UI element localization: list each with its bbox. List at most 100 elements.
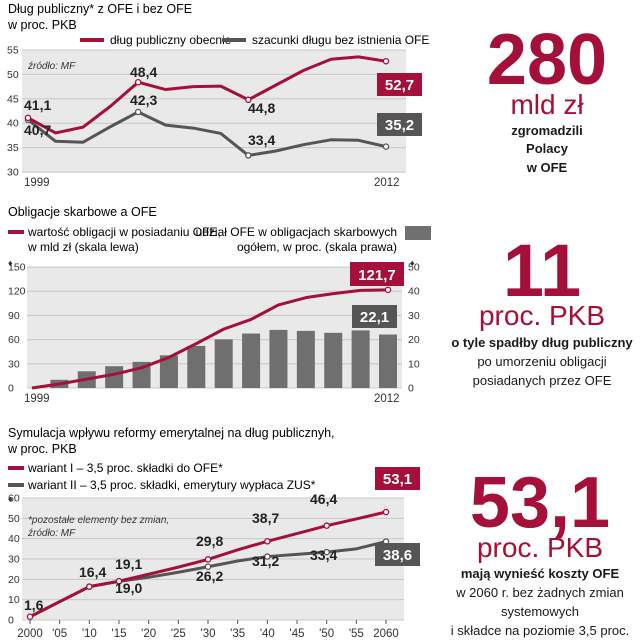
chart2-left-ytick: 150 [8, 262, 26, 274]
chart1-series-without-ofe-point [134, 108, 142, 116]
chart1-series-current-point [24, 114, 32, 122]
stat-block-11: 11 proc. PKB o tyle spadłby dług publicz… [451, 229, 633, 388]
chart3-series-variant1-point [264, 538, 271, 545]
chart3-xtick: '10 [82, 628, 97, 640]
chart2-bar [324, 332, 343, 388]
chart-bonds: Obligacje skarbowe a OFE wartość obligac… [8, 205, 431, 405]
chart1-label-40-7: 40,7 [24, 122, 51, 138]
chart2-right-ytick: 20 [408, 334, 420, 346]
chart3-endlabel-red-box [375, 467, 420, 490]
chart3-xtick: '20 [141, 628, 156, 640]
chart3-series-variant1-point [323, 522, 330, 529]
chart3-endlabel-gray: 38,6 [383, 547, 412, 564]
chart2-left-ytick: 0 [8, 383, 14, 395]
chart2-endlabel-gray: 22,1 [360, 309, 389, 326]
chart3-label-46-4: 46,4 [310, 491, 337, 507]
chart3-label-33-4: 33,4 [310, 547, 337, 563]
chart-simulation: Symulacja wpływu reformy emerytalnej na … [7, 426, 420, 640]
chart1-series-current-line [27, 55, 387, 135]
chart1-ytick: 30 [7, 167, 19, 179]
chart2-legend-swatch-bar [405, 226, 431, 240]
chart2-endlabel-red-box [350, 262, 404, 286]
chart3-xtick: '40 [260, 628, 275, 640]
chart3-xtick: '50 [319, 628, 334, 640]
chart2-right-axis-marker: ♦ [410, 258, 415, 268]
chart2-right-ytick: 50 [408, 262, 420, 274]
chart1-series-current-point [382, 57, 390, 65]
stat-53-desc-2: w 2060 r. bez żadnych zmian [455, 585, 624, 600]
chart3-xtick: '35 [230, 628, 245, 640]
chart3-ytick: 60 [8, 493, 20, 505]
chart3-ytick: 20 [8, 574, 20, 586]
chart3-series-variant1-point [86, 583, 93, 590]
chart2-bar [296, 330, 315, 388]
stat-53-unit: proc. PKB [477, 532, 603, 563]
chart3-xtick: '25 [171, 628, 186, 640]
chart2-right-ytick: 0 [408, 383, 414, 395]
chart1-label-42-3: 42,3 [130, 92, 157, 108]
chart2-bar [269, 329, 288, 388]
chart1-legend-without-ofe: szacunki długu bez istnienia OFE [252, 33, 429, 47]
chart2-left-axis-marker: ♦ [8, 258, 13, 268]
chart1-xtick-end: 2012 [374, 177, 400, 189]
chart1-series-without-ofe-point [382, 143, 390, 150]
chart3-axis-marker: ♦ [8, 494, 13, 504]
chart1-label-44-8: 44,8 [248, 100, 275, 116]
chart2-xtick-start: 1999 [24, 393, 50, 405]
chart2-right-ytick: 10 [408, 358, 420, 370]
chart2-xtick-end: 2012 [374, 393, 400, 405]
chart3-xtick: '30 [201, 628, 216, 640]
chart2-bar [242, 333, 261, 388]
chart3-label-38-7: 38,7 [252, 510, 279, 526]
chart1-ytick: 55 [7, 45, 19, 57]
chart2-legend-line-2: w mld zł (skala lewa) [27, 240, 139, 254]
chart1-legend-current: dług publiczny obecnie [110, 33, 232, 47]
chart3-ytick: 40 [8, 533, 20, 545]
chart2-legend-line-1: wartość obligacji w posiadaniu OFE, [27, 225, 221, 239]
chart3-xtick: '15 [112, 628, 127, 640]
chart3-ytick: 50 [8, 513, 20, 525]
chart2-series-point [384, 286, 392, 294]
stat-11-number: 11 [503, 229, 581, 312]
stat-block-280: 280 mld zł zgromadzili Polacy w OFE [487, 20, 607, 175]
chart3-label-29-8: 29,8 [196, 533, 223, 549]
chart3-series-variant2-point [323, 548, 330, 556]
chart1-series-current-point [134, 78, 142, 86]
chart1-ytick: 40 [7, 118, 19, 130]
chart1-label-48-4: 48,4 [130, 64, 157, 80]
chart3-series-variant1-point [204, 556, 212, 563]
chart1-title-line1: Dług publiczny* z OFE i bez OFE [8, 2, 192, 16]
chart2-bar [159, 355, 178, 388]
chart3-xtick: 2000 [17, 628, 43, 640]
chart3-endlabel-gray-box [375, 543, 420, 566]
chart2-legend-bar-2: ogółem, w proc. (skala prawa) [237, 240, 397, 254]
chart-debt: Dług publiczny* z OFE i bez OFE w proc. … [7, 2, 429, 189]
stat-53-desc-4: i składce na poziomie 3,5 proc. [451, 623, 629, 638]
chart3-label-1-6: 1,6 [24, 597, 44, 613]
chart2-left-ytick: 30 [8, 358, 20, 370]
chart3-ytick: 10 [8, 594, 20, 606]
chart2-endlabel-red: 121,7 [358, 267, 396, 284]
chart2-right-ytick: 30 [408, 310, 420, 322]
chart2-endlabel-gray-box [352, 305, 397, 328]
stat-280-number: 280 [487, 20, 607, 100]
stat-11-desc-2: po umorzeniu obligacji [477, 354, 606, 369]
chart2-bar [187, 345, 206, 388]
chart1-title-line2: w proc. PKB [7, 18, 77, 32]
stat-11-unit: proc. PKB [479, 300, 605, 331]
chart3-series-variant2-point [204, 563, 212, 570]
chart3-series-variant1-point [382, 508, 390, 516]
chart2-bar [379, 334, 397, 388]
stat-53-desc-1: mają wynieść koszty OFE [461, 566, 620, 581]
stat-280-desc-3: w OFE [526, 160, 568, 175]
chart1-endlabel-gray-box [377, 113, 422, 136]
stat-280-unit: mld zł [510, 89, 584, 120]
chart3-ytick: 30 [8, 554, 20, 566]
chart3-label-19-1: 19,1 [115, 556, 142, 572]
chart3-title-line1: Symulacja wpływu reformy emerytalnej na … [8, 426, 335, 440]
chart1-ytick: 35 [7, 142, 19, 154]
chart1-endlabel-gray: 35,2 [385, 117, 414, 134]
chart3-note-2: źródło: MF [27, 528, 76, 539]
chart1-series-without-ofe-point [245, 152, 252, 159]
